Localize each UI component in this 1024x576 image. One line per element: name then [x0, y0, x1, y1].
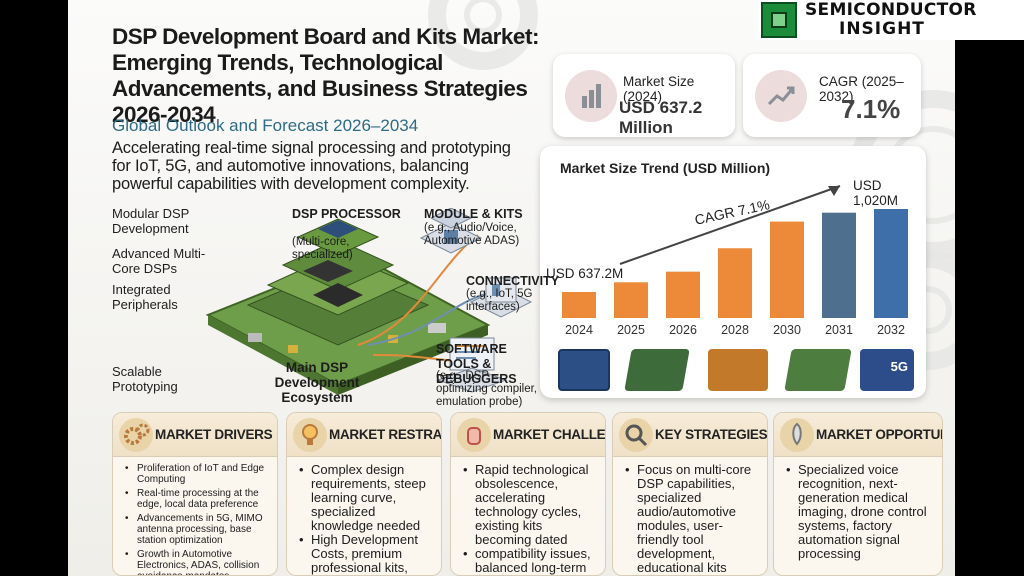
trend-arrow	[619, 185, 841, 265]
cagr-value: 7.1%	[841, 94, 901, 124]
bar-2030	[770, 221, 804, 318]
chart-start-annotation: USD 637.2M	[546, 266, 624, 281]
market-trend-chart: 2024 2025 2026 2028 2030 2031 2032 Market Size…	[540, 146, 926, 398]
cagr-label: CAGR (2025–2032)	[819, 74, 904, 104]
ecosystem-label: Main DSP Development Ecosystem	[274, 360, 360, 405]
page-title: DSP Development Board and Kits Market: E…	[112, 24, 539, 127]
chart-end-annotation: USD 1,020M	[853, 178, 899, 208]
box-bullet-list: Proliferation of IoT and Edge Computing R…	[113, 457, 277, 575]
bar-2032	[874, 209, 908, 318]
box-header: MARKET RESTRAINTS	[287, 413, 441, 457]
multicore-label: Advanced Multi-Core DSPs	[112, 246, 206, 276]
brand-wordmark: SEMICONDUCTOR INSIGHT	[805, 1, 977, 39]
market-restraints-box: MARKET RESTRAINTS Complex design requirem…	[286, 412, 442, 576]
box-header: MARKET OPPORTUNITIES	[774, 413, 942, 457]
x-tick-label: 2030	[773, 323, 801, 337]
box-bullet-list: Focus on multi-core DSP capabilities, sp…	[613, 457, 767, 575]
bullet-item: Specialized voice recognition, next-gene…	[786, 463, 936, 561]
brand-logo: SEMICONDUCTOR INSIGHT	[758, 0, 1024, 40]
x-tick-label: 2025	[617, 323, 645, 337]
magnifier-icon	[619, 418, 653, 452]
bar-2024	[562, 292, 596, 318]
x-tick-label: 2028	[721, 323, 749, 337]
box-title: MARKET RESTRAINTS	[329, 427, 442, 442]
bar-2026	[666, 271, 700, 318]
box-bullet-list: Rapid technological obsolescence, accele…	[451, 457, 605, 576]
dev-board-image	[784, 349, 852, 391]
market-size-value: USD 637.2 Million	[619, 98, 703, 137]
module-kits-sub: (e.g., Audio/Voice, Automotive ADAS)	[424, 222, 520, 247]
trend-up-icon	[755, 70, 807, 122]
x-tick-label: 2024	[565, 323, 593, 337]
module-kits-illustration	[419, 208, 483, 254]
x-tick-label: 2031	[825, 323, 853, 337]
bullet-item: Rapid technological obsolescence, accele…	[463, 463, 599, 547]
box-header: MARKET CHALLENGES	[451, 413, 605, 457]
dev-board-image	[624, 349, 690, 391]
market-drivers-box: MARKET DRIVERS Proliferation of IoT and E…	[112, 412, 278, 576]
bullet-item: Advancements in 5G, MIMO antenna process…	[125, 513, 271, 546]
bullet-item: compatibility issues, balanced long-term…	[463, 547, 599, 576]
box-title: MARKET DRIVERS	[155, 427, 273, 442]
scalable-label: Scalable Prototyping	[112, 364, 178, 394]
box-bullet-list: Complex design requirements, steep learn…	[287, 457, 441, 576]
rocket-icon	[780, 418, 814, 452]
dsp-processor-sub: (Multi-core, specialized)	[292, 236, 353, 261]
bullet-item: High Development Costs, premium professi…	[299, 533, 435, 576]
dev-board-image	[558, 349, 610, 391]
page-subtitle: Global Outlook and Forecast 2026–2034	[112, 116, 419, 135]
modular-dsp-label: Modular DSP Development	[112, 206, 190, 236]
5g-board-label: 5G	[890, 359, 908, 374]
chart-title: Market Size Trend (USD Million)	[560, 160, 771, 176]
dev-board-image	[708, 349, 768, 391]
bullet-item: Focus on multi-core DSP capabilities, sp…	[625, 463, 761, 575]
dev-boards-strip: 5G	[548, 349, 918, 395]
lightbulb-icon	[293, 418, 327, 452]
software-tools-sub: (e.g., DSP optimizing compiler, emulatio…	[436, 370, 537, 408]
market-opportunities-box: MARKET OPPORTUNITIES Specialized voice re…	[773, 412, 943, 576]
brand-line-1: SEMICONDUCTOR	[805, 0, 977, 20]
hand-icon	[457, 418, 491, 452]
connectivity-sub: (e.g., IoT, 5G interfaces)	[466, 288, 533, 313]
dsp-processor-title: DSP PROCESSOR	[292, 207, 401, 221]
peripherals-label: Integrated Peripherals	[112, 282, 178, 312]
market-size-label: Market Size (2024)	[623, 74, 695, 104]
bar-chart-icon	[565, 70, 617, 122]
cagr-card: CAGR (2025–2032) 7.1%	[743, 54, 921, 137]
brand-line-2: INSIGHT	[839, 19, 925, 39]
bar-2028	[718, 248, 752, 318]
bullet-item: Complex design requirements, steep learn…	[299, 463, 435, 533]
box-header: MARKET DRIVERS	[113, 413, 277, 457]
gears-icon	[119, 418, 153, 452]
x-tick-label: 2032	[877, 323, 905, 337]
box-header: KEY STRATEGIES	[613, 413, 767, 457]
box-title: MARKET OPPORTUNITIES	[816, 427, 942, 442]
module-kits-title: MODULE & KITS	[424, 207, 523, 221]
trend-arrow-head	[828, 186, 840, 196]
connectivity-title: CONNECTIVITY	[466, 274, 560, 288]
market-size-card: Market Size (2024) USD 637.2 Million	[553, 54, 735, 137]
bar-2025	[614, 282, 648, 318]
market-challenges-box: MARKET CHALLENGES Rapid technological obs…	[450, 412, 606, 576]
box-title: KEY STRATEGIES	[655, 427, 768, 442]
page-description: Accelerating real-time signal processing…	[112, 139, 511, 193]
software-tools-illustration	[436, 337, 508, 393]
x-tick-label: 2026	[669, 323, 697, 337]
bullet-item: Real-time processing at the edge, local …	[125, 488, 271, 510]
bar-2031	[822, 212, 856, 318]
box-title: MARKET CHALLENGES	[493, 427, 606, 442]
dsp-board-stack-illustration	[205, 218, 491, 395]
box-bullet-list: Specialized voice recognition, next-gene…	[774, 457, 942, 561]
connectivity-illustration	[469, 277, 533, 318]
key-strategies-box: KEY STRATEGIES Focus on multi-core DSP ca…	[612, 412, 768, 576]
chart-plot: 2024 2025 2026 2028 2030 2031 2032	[562, 185, 908, 337]
bullet-item: Proliferation of IoT and Edge Computing	[125, 463, 271, 485]
bullet-item: Growth in Automotive Electronics, ADAS, …	[125, 549, 271, 575]
dev-board-image: 5G	[860, 349, 914, 391]
chip-logo-icon	[761, 2, 797, 38]
software-tools-title: SOFTWARE TOOLS & DEBUGGERS	[436, 342, 517, 386]
